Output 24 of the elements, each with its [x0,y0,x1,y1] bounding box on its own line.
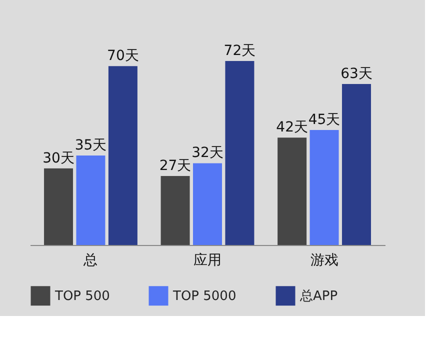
x-tick-label: 游戏 [310,252,338,268]
bar [310,130,339,245]
bar [342,84,371,245]
data-label: 30天 [42,150,74,166]
x-tick-label: 应用 [194,252,222,268]
data-label: 70天 [107,48,139,64]
bar [44,168,74,245]
data-label: 63天 [340,66,372,82]
bar [108,66,138,245]
x-tick-label: 总 [82,252,98,268]
bar [160,176,190,245]
bar [76,156,106,245]
bar [225,61,254,245]
data-label: 27天 [159,158,192,174]
bar [193,163,222,245]
data-label: 42天 [276,120,308,136]
data-label: 72天 [224,43,256,59]
bar [278,138,307,245]
data-label: 45天 [308,112,340,128]
data-label: 32天 [192,145,224,162]
data-label: 35天 [74,138,107,154]
legend-label: TOP 500 [54,288,110,304]
legend-label: TOP 5000 [172,288,236,304]
legend-label: 总APP [299,288,338,304]
